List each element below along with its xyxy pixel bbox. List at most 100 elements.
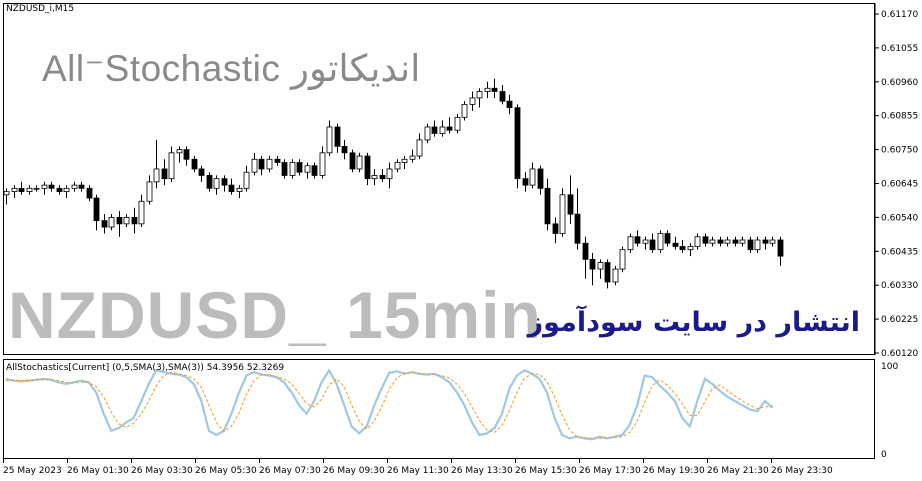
candle-bull	[769, 239, 776, 244]
candle-bull	[236, 187, 243, 192]
time-axis-label: 26 May 21:30	[707, 466, 769, 476]
candle-bear	[116, 216, 123, 225]
candle-bull	[138, 200, 145, 225]
time-axis-label: 26 May 23:30	[771, 466, 833, 476]
candle-bull	[461, 104, 468, 118]
candle-bear	[274, 158, 281, 163]
candle-bull	[71, 184, 78, 189]
candle-bear	[522, 178, 529, 186]
time-axis-label: 26 May 15:30	[515, 466, 577, 476]
time-axis-label: 25 May 2023	[3, 466, 62, 476]
candle-bull	[176, 149, 183, 154]
candle-bear	[604, 262, 611, 283]
candle-bear	[537, 168, 544, 189]
candle-bear	[221, 178, 228, 186]
candle-bear	[341, 145, 348, 154]
time-axis-label: 26 May 07:30	[259, 466, 321, 476]
candle-bear	[582, 242, 589, 260]
stochastic-series	[5, 368, 774, 441]
candle-bull	[484, 87, 491, 92]
candle-bull	[439, 126, 446, 134]
candle-bear	[311, 165, 318, 176]
candle-bear	[672, 242, 679, 247]
candle-bear	[431, 126, 438, 134]
candle-bear	[664, 233, 671, 244]
candle-bull	[123, 216, 130, 225]
candle-bull	[739, 239, 746, 244]
candle-bull	[356, 155, 363, 170]
candle-bear	[18, 187, 25, 192]
candle-bear	[296, 162, 303, 173]
candle-bear	[679, 246, 686, 251]
candle-bear	[574, 213, 581, 244]
candle-bear	[514, 107, 521, 180]
price-axis: 0.61170 0.61055 0.60960 0.60855 0.60750 0.606…	[874, 3, 918, 359]
candle-bear	[48, 184, 55, 189]
candle-bull	[401, 158, 408, 163]
price-axis-label: 0.60330	[881, 281, 918, 291]
candle-bear	[747, 239, 754, 251]
indicator-panel[interactable]	[3, 359, 875, 459]
candle-bull	[33, 187, 40, 190]
price-axis-label: 0.60750	[881, 146, 918, 156]
time-axis-label: 26 May 05:30	[195, 466, 257, 476]
candle-bull	[642, 239, 649, 244]
candle-bear	[334, 126, 341, 147]
time-axis-label: 26 May 03:30	[131, 466, 193, 476]
pair-watermark: NZDUSD_ 15min	[8, 278, 542, 352]
publish-watermark: انتشار در سایت سودآموز	[527, 307, 860, 338]
indicator-label: AllStochastics[Current] (0,5,SMA(3),SMA(…	[6, 363, 285, 373]
time-axis-label: 26 May 09:30	[323, 466, 385, 476]
candle-bear	[161, 168, 168, 180]
candle-bear	[131, 216, 138, 225]
candle-bear	[567, 194, 574, 215]
candle-bear	[349, 152, 356, 170]
candle-bear	[649, 239, 656, 251]
indicator-watermark-title: All⁻Stochastic اندیکاتور	[42, 48, 421, 89]
candle-bull	[168, 152, 175, 180]
candle-bear	[379, 175, 386, 180]
candle-bull	[289, 162, 296, 176]
candle-bear	[777, 239, 784, 257]
candle-bull	[371, 175, 378, 180]
candle-bull	[724, 239, 731, 244]
candle-bull	[619, 249, 626, 270]
price-axis-label: 0.60435	[881, 247, 918, 257]
candle-bear	[183, 149, 190, 160]
candle-bear	[206, 175, 213, 189]
candle-bear	[191, 158, 198, 170]
price-panel[interactable]	[3, 3, 875, 355]
time-axis: 25 May 2023 26 May 01:30 26 May 03:30 26 Ma…	[3, 459, 833, 476]
time-axis-label: 26 May 17:30	[579, 466, 641, 476]
candle-bear	[281, 162, 288, 176]
candle-bear	[491, 87, 498, 92]
price-axis-label: 0.60540	[881, 213, 918, 223]
candle-bull	[146, 181, 153, 202]
candle-bull	[687, 246, 694, 251]
candle-bull	[108, 216, 115, 228]
candle-bear	[198, 168, 205, 176]
candle-bear	[506, 100, 513, 109]
candle-bear	[446, 126, 453, 131]
candle-bull	[612, 268, 619, 283]
candle-bull	[469, 97, 476, 105]
symbol-label: NZDUSD_i,M15	[6, 4, 75, 14]
candle-bear	[544, 187, 551, 225]
candle-bull	[3, 191, 10, 196]
time-axis-label: 26 May 19:30	[643, 466, 705, 476]
time-axis-label: 26 May 11:30	[387, 466, 449, 476]
candle-bull	[529, 168, 536, 186]
candle-bull	[454, 116, 461, 131]
candle-bear	[499, 91, 506, 102]
price-axis-label: 0.60120	[881, 349, 918, 359]
time-axis-label: 26 May 01:30	[67, 466, 129, 476]
price-axis-label: 0.61055	[881, 44, 918, 54]
stochastic-signal-line	[6, 371, 773, 439]
candle-bear	[78, 184, 85, 189]
candle-bull	[597, 262, 604, 270]
candle-bull	[409, 155, 416, 160]
candle-bull	[476, 91, 483, 99]
candle-bull	[709, 239, 716, 244]
candle-bull	[627, 236, 634, 251]
